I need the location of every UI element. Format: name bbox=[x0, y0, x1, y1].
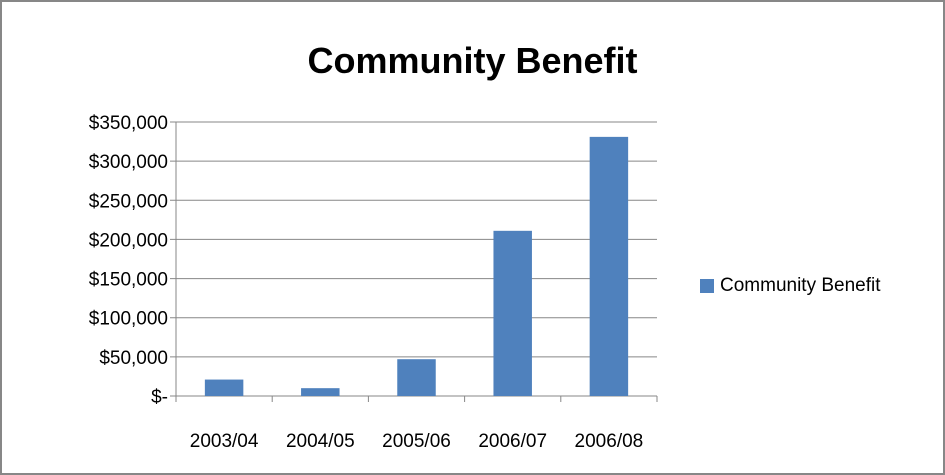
x-tick-label: 2003/04 bbox=[190, 431, 259, 452]
legend-swatch bbox=[700, 279, 714, 293]
chart-title: Community Benefit bbox=[307, 40, 638, 81]
y-tick-label: $350,000 bbox=[89, 113, 168, 134]
legend-label: Community Benefit bbox=[720, 275, 881, 296]
x-tick-label: 2006/07 bbox=[478, 431, 547, 452]
x-tick-label: 2006/08 bbox=[575, 431, 644, 452]
y-tick-label: $- bbox=[151, 387, 168, 408]
y-tick-label: $200,000 bbox=[89, 230, 168, 251]
y-tick-label: $50,000 bbox=[99, 348, 168, 369]
bar bbox=[301, 388, 340, 396]
bar bbox=[589, 136, 629, 397]
bar bbox=[397, 359, 436, 396]
legend: Community Benefit bbox=[700, 275, 881, 297]
y-tick-label: $150,000 bbox=[89, 270, 168, 291]
y-tick-label: $300,000 bbox=[89, 152, 168, 173]
y-tick-label: $100,000 bbox=[89, 309, 168, 330]
y-tick-label: $250,000 bbox=[89, 191, 168, 212]
bar bbox=[493, 230, 532, 396]
bar bbox=[204, 379, 244, 396]
x-tick-label: 2005/06 bbox=[382, 431, 451, 452]
x-tick-label: 2004/05 bbox=[286, 431, 355, 452]
